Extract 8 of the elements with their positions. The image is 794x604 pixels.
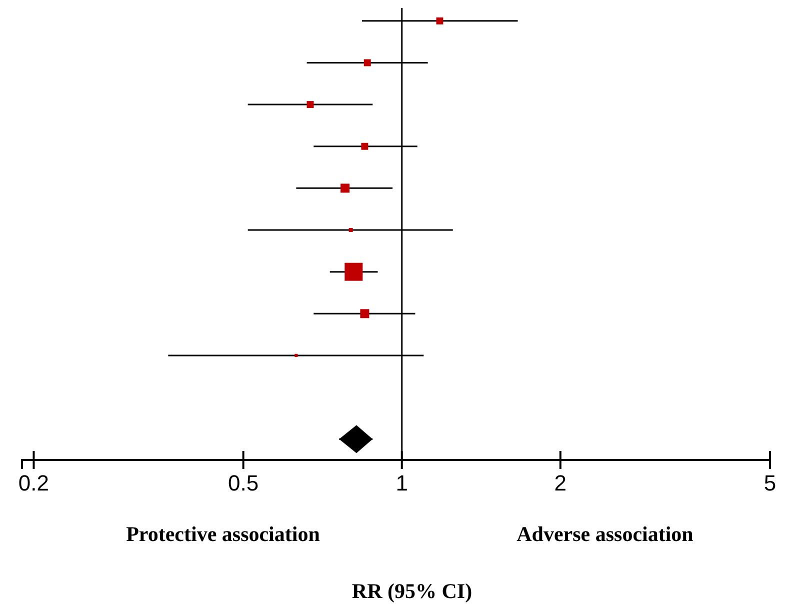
x-tick-label: 0.2: [18, 470, 50, 496]
x-tick-label: 5: [764, 470, 776, 496]
x-tick-label: 1: [396, 470, 408, 496]
x-tick-label: 2: [554, 470, 567, 496]
x-axis-title: RR (95% CI): [352, 579, 472, 603]
x-tick-label: 0.5: [228, 470, 259, 496]
text: Adverse association: [516, 522, 694, 546]
text: Protective association: [126, 522, 320, 546]
